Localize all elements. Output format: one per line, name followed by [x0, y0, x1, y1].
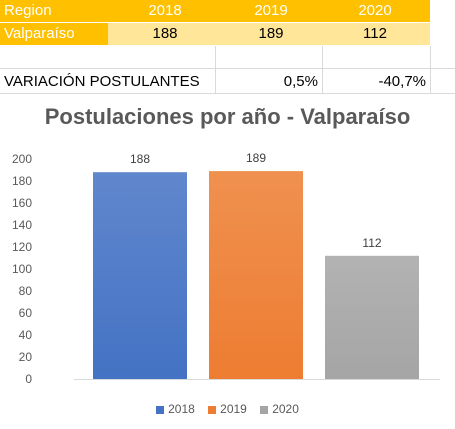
region-label-cell[interactable]: Valparaíso	[4, 25, 75, 42]
bar-2020	[325, 255, 419, 379]
chart-title: Postulaciones por año - Valparaíso	[44, 104, 411, 129]
bar-2018	[93, 172, 187, 379]
row-divider	[0, 68, 455, 69]
variation-2020-cell[interactable]: -40,7%	[378, 73, 426, 90]
y-tick-label: 20	[19, 350, 33, 364]
region-value-2018-cell[interactable]: 188	[152, 25, 178, 42]
legend-item-2019: 2019	[208, 402, 247, 416]
bar-2019	[209, 171, 303, 379]
y-tick-label: 140	[12, 218, 32, 232]
variation-label-cell[interactable]: VARIACIÓN POSTULANTES	[4, 73, 200, 90]
region-values-background	[108, 23, 430, 45]
y-tick-label: 160	[12, 196, 32, 210]
legend-swatch-2020	[260, 405, 269, 414]
data-label-2018: 188	[130, 152, 150, 166]
header-region-cell[interactable]: Region	[4, 2, 52, 19]
header-year-2018-cell[interactable]: 2018	[148, 2, 182, 19]
data-label-2019: 189	[246, 151, 266, 165]
legend-label-2019: 2019	[220, 402, 247, 416]
y-tick-label: 100	[12, 262, 32, 276]
header-row-background	[0, 0, 430, 22]
y-tick-label: 60	[19, 306, 33, 320]
legend-label-2018: 2018	[168, 402, 195, 416]
region-value-2020-cell[interactable]: 112	[363, 25, 387, 42]
legend-item-2018: 2018	[156, 402, 195, 416]
table-header-row: Region 2018 2019 2020	[0, 0, 455, 22]
region-value-2019-cell[interactable]: 189	[258, 25, 284, 42]
header-year-2020-cell[interactable]: 2020	[358, 2, 392, 19]
y-tick-label: 120	[12, 240, 32, 254]
column-divider	[430, 46, 431, 94]
variation-2019-cell[interactable]: 0,5%	[283, 73, 318, 90]
bar-chart: 0 20 40 60 80 100 120 140 160 180 200 188 189 112	[12, 151, 440, 386]
y-tick-label: 40	[19, 328, 33, 342]
y-tick-label: 80	[19, 284, 33, 298]
column-divider	[322, 46, 323, 94]
column-divider	[215, 46, 216, 94]
table-variation-row: VARIACIÓN POSTULANTES 0,5% -40,7%	[0, 71, 455, 93]
data-label-2020: 112	[362, 236, 381, 250]
y-tick-label: 200	[12, 152, 32, 166]
legend-label-2020: 2020	[272, 402, 299, 416]
y-tick-label: 180	[12, 174, 32, 188]
y-tick-label: 0	[25, 372, 32, 386]
legend-item-2020: 2020	[260, 402, 299, 416]
chart-legend: 2018 2019 2020	[0, 402, 455, 416]
region-label-background	[0, 23, 108, 45]
table-region-row: Valparaíso 188 189 112	[0, 23, 455, 45]
legend-swatch-2018	[156, 405, 165, 414]
row-divider	[0, 93, 455, 94]
header-year-2019-cell[interactable]: 2019	[254, 2, 288, 19]
legend-swatch-2019	[208, 405, 217, 414]
